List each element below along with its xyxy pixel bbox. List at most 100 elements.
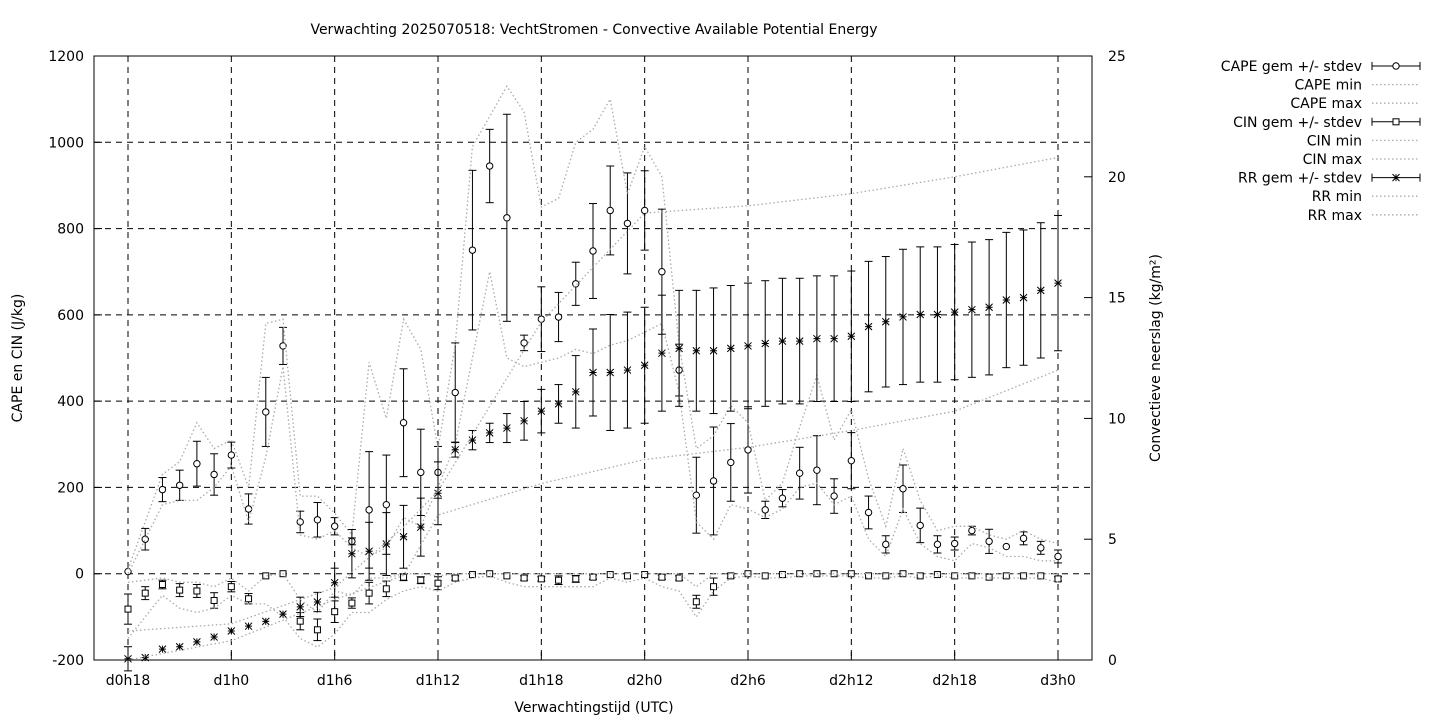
legend-item: RR min	[1312, 189, 1420, 205]
data-point	[296, 518, 304, 526]
data-point	[692, 598, 700, 606]
legend-item: CAPE gem +/- stdev	[1221, 59, 1421, 75]
x-tick-label: d3h0	[1040, 673, 1076, 689]
data-point	[1036, 286, 1045, 295]
data-point	[537, 575, 545, 583]
y-axis-label: CAPE en CIN (J/kg)	[10, 294, 26, 423]
series-cin-min	[127, 575, 1059, 648]
data-point	[727, 572, 735, 580]
data-point	[1054, 552, 1062, 561]
data-point	[451, 574, 459, 582]
data-point	[1002, 296, 1011, 304]
data-point	[572, 280, 580, 288]
data-point	[365, 506, 373, 514]
line-rr-min	[127, 369, 1059, 661]
legend-marker	[1392, 118, 1400, 126]
data-point	[692, 491, 701, 499]
data-point	[210, 470, 218, 479]
y-tick-label: 1200	[48, 49, 84, 65]
data-point	[520, 574, 528, 582]
data-point	[348, 599, 356, 607]
data-point	[1020, 572, 1028, 580]
data-point	[365, 547, 373, 556]
data-point	[813, 334, 821, 343]
data-point	[158, 645, 167, 653]
data-point	[1019, 293, 1028, 302]
x-tick-label: d0h18	[106, 673, 150, 689]
data-point	[503, 572, 511, 580]
series-layer	[124, 84, 1062, 672]
data-point	[658, 573, 666, 581]
legend-label: RR gem +/- stdev	[1238, 171, 1362, 187]
data-point	[933, 310, 942, 319]
data-point	[245, 595, 253, 603]
line-cin-max	[127, 573, 1058, 614]
data-point	[623, 572, 631, 580]
data-point	[382, 500, 391, 509]
data-point	[847, 456, 856, 465]
data-point	[864, 322, 873, 331]
y-tick-label: 0	[75, 567, 84, 583]
data-point	[985, 573, 993, 581]
data-point	[141, 653, 150, 662]
data-point	[847, 570, 855, 578]
y-tick-label: -200	[52, 653, 84, 669]
legend: CAPE gem +/- stdev CAPE min CAPE max CIN ge…	[1221, 59, 1421, 224]
data-point	[847, 332, 856, 341]
legend-label: CIN min	[1307, 133, 1362, 149]
data-point	[555, 576, 563, 584]
data-point	[416, 523, 425, 531]
data-point	[193, 587, 201, 595]
data-point	[589, 573, 597, 581]
data-point	[417, 468, 425, 477]
legend-label: CAPE min	[1295, 78, 1363, 94]
data-point	[227, 627, 236, 635]
data-point	[675, 344, 683, 353]
legend-item: CIN gem +/- stdev	[1233, 115, 1421, 131]
data-point	[176, 586, 184, 594]
data-point	[813, 466, 821, 474]
data-point	[330, 578, 339, 587]
data-point	[761, 506, 769, 514]
data-point	[193, 460, 201, 468]
legend-item: CAPE min	[1295, 78, 1420, 94]
data-point	[158, 485, 167, 494]
x-tick-label: d2h12	[829, 673, 873, 689]
plot-frame	[93, 55, 1093, 661]
legend-label: CIN gem +/- stdev	[1233, 115, 1362, 131]
legend-label: CAPE max	[1290, 96, 1362, 112]
data-point	[124, 605, 132, 613]
legend-item: RR gem +/- stdev	[1238, 171, 1421, 187]
legend-label: RR max	[1308, 208, 1362, 224]
x-tick-label: d2h0	[627, 673, 663, 689]
data-point	[709, 477, 718, 485]
legend-item: RR max	[1308, 208, 1420, 224]
legend-marker	[1392, 173, 1400, 182]
data-point	[865, 572, 873, 580]
data-point	[1037, 544, 1045, 552]
data-point	[744, 342, 752, 350]
data-point	[778, 337, 787, 345]
data-point	[1054, 279, 1062, 287]
data-point	[778, 494, 787, 502]
y-tick-label: 400	[57, 394, 84, 410]
data-point	[606, 571, 614, 579]
data-point	[692, 346, 701, 355]
data-point	[279, 342, 287, 350]
data-point	[950, 539, 959, 548]
data-point	[916, 521, 924, 530]
data-point	[313, 598, 322, 606]
data-point	[210, 596, 218, 604]
data-point	[589, 247, 597, 255]
legend-label: RR min	[1312, 189, 1362, 205]
data-point	[950, 308, 959, 316]
data-point	[485, 429, 494, 437]
legend-item: CIN min	[1307, 133, 1420, 149]
data-point	[313, 626, 321, 634]
data-point	[968, 305, 976, 314]
tick-labels: d0h18 d1h0 d1h6 d1h12 d1h18 d2h0 d2h6 d2h12 d2h1…	[48, 49, 1125, 689]
data-point	[210, 633, 218, 641]
data-point	[503, 214, 511, 222]
data-point	[451, 388, 459, 397]
y2-tick-label: 5	[1108, 532, 1117, 548]
